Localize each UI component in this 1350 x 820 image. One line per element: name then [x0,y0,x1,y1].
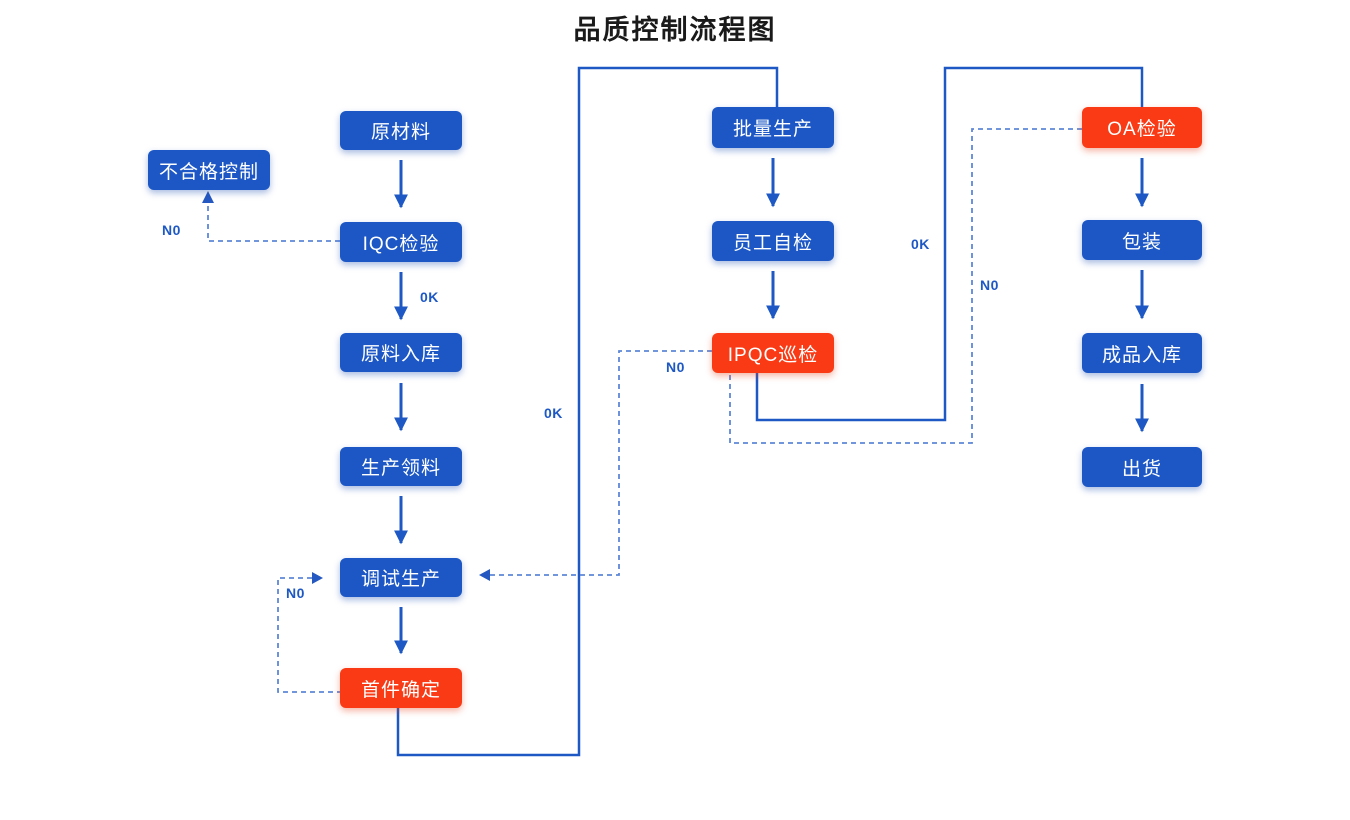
node-oa-inspection: OA检验 [1082,107,1202,148]
node-employee-self-inspection: 员工自检 [712,221,834,261]
route-oa-to-ipqc [729,128,1082,444]
edge-label-ipqc-ok: 0K [911,236,930,252]
node-ipqc-patrol-inspection: IPQC巡检 [712,333,834,373]
node-finished-goods-warehousing: 成品入库 [1082,333,1202,373]
edge-label-iqc-ok: 0K [420,289,439,305]
route-ipqc-to-trial [488,350,712,576]
node-raw-material: 原材料 [340,111,462,150]
node-first-article-confirmation: 首件确定 [340,668,462,708]
edge-label-ipqc-no: N0 [666,359,685,375]
diagram-title: 品质控制流程图 [573,15,777,45]
node-production-picking: 生产领料 [340,447,462,486]
node-trial-production: 调试生产 [340,558,462,597]
edge-label-first-article-no: N0 [286,585,305,601]
edge-label-iqc-no: N0 [162,222,181,238]
node-unqualified-control: 不合格控制 [148,150,270,190]
edge-label-mass-production-ok: 0K [544,405,563,421]
route-iqc-to-unqualified-control [207,198,340,242]
arrowhead-into-unqualified-control [202,191,214,203]
arrowhead-loop-into-trial-left [312,572,323,584]
node-raw-material-warehousing: 原料入库 [340,333,462,372]
node-iqc-inspection: IQC检验 [340,222,462,262]
edge-label-oa-no: N0 [980,277,999,293]
node-mass-production: 批量生产 [712,107,834,148]
arrowhead-into-trial-right [479,569,490,581]
route-first-article-to-mass-production [396,66,779,757]
node-shipment: 出货 [1082,447,1202,487]
node-packaging: 包装 [1082,220,1202,260]
